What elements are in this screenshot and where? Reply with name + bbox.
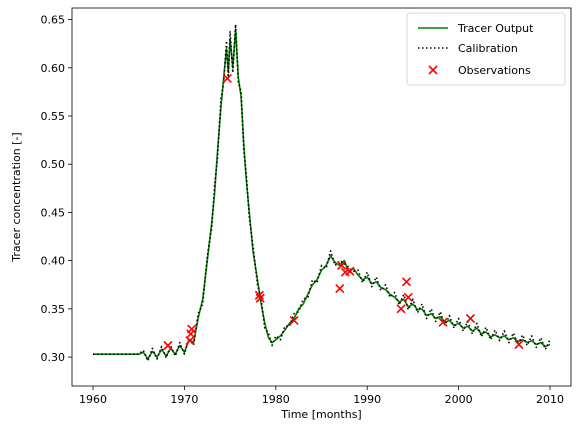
plot-frame xyxy=(71,7,572,387)
y-tick-label: 0.55 xyxy=(41,110,66,123)
legend-swatch-observations xyxy=(428,65,438,75)
observation-markers xyxy=(163,73,524,351)
observation-point xyxy=(254,290,264,300)
y-tick-label: 0.60 xyxy=(41,62,66,75)
observation-point xyxy=(514,339,524,350)
x-tick-label: 1990 xyxy=(353,393,381,406)
legend-label-calibration: Calibration xyxy=(458,42,518,55)
observation-point xyxy=(396,304,406,314)
observation-point xyxy=(401,277,412,287)
x-tick-label: 1960 xyxy=(79,393,107,406)
observation-point xyxy=(255,293,265,303)
x-tick-label: 2000 xyxy=(445,393,473,406)
y-tick-label: 0.30 xyxy=(41,351,66,364)
y-tick-label: 0.35 xyxy=(41,303,66,316)
observation-point xyxy=(187,324,197,334)
y-tick-label: 0.50 xyxy=(41,158,66,171)
observation-point xyxy=(465,313,476,324)
observation-point xyxy=(403,292,413,302)
observation-point xyxy=(345,266,355,276)
x-tick-label: 1970 xyxy=(170,393,198,406)
legend-box xyxy=(406,12,566,86)
observation-point xyxy=(289,315,299,325)
x-axis-title: Time [months] xyxy=(280,408,361,421)
y-axis: 0.30 0.35 0.40 0.45 0.50 0.55 0.60 0.65 xyxy=(41,14,72,364)
legend-label-observations: Observations xyxy=(458,64,531,77)
observation-point xyxy=(222,73,232,83)
series-layer xyxy=(93,23,551,362)
legend-label-tracer: Tracer Output xyxy=(457,22,534,35)
legend: Tracer Output Calibration Observations xyxy=(406,12,566,86)
observation-point xyxy=(163,340,173,351)
x-tick-label: 2010 xyxy=(536,393,564,406)
y-tick-label: 0.65 xyxy=(41,14,66,27)
observation-point xyxy=(438,317,448,327)
x-axis: 1960 1970 1980 1990 2000 2010 xyxy=(79,386,564,406)
series-line-tracer-output xyxy=(93,28,551,360)
observation-point xyxy=(337,260,347,271)
y-axis-title: Tracer concentration [-] xyxy=(10,132,23,262)
y-tick-label: 0.40 xyxy=(41,255,66,268)
observation-point xyxy=(335,284,345,294)
y-tick-label: 0.45 xyxy=(41,206,66,219)
x-tick-label: 1980 xyxy=(262,393,290,406)
